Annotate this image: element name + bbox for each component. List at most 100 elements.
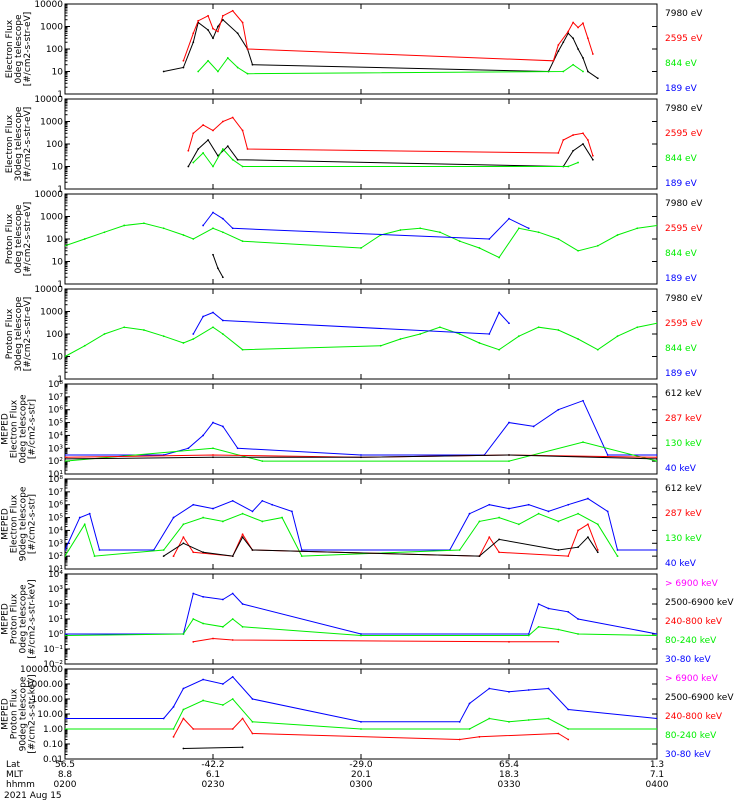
- series-group: [65, 311, 657, 358]
- data-point: [182, 523, 185, 526]
- data-point: [236, 158, 239, 161]
- y-axis-label: Electron Flux: [5, 114, 15, 173]
- legend-entry: 189 eV: [665, 274, 698, 284]
- y-tick-label: 1000: [40, 308, 63, 318]
- data-point: [231, 227, 234, 230]
- data-point: [527, 719, 530, 721]
- y-tick-label: 10⁶: [48, 501, 63, 511]
- series-group: [65, 675, 657, 750]
- series-group: [65, 399, 657, 463]
- x-row-label-hhmm: hhmm: [6, 780, 35, 790]
- data-point: [212, 421, 214, 424]
- y-axis-label: 30deg telescope: [14, 296, 24, 371]
- data-point: [192, 618, 195, 620]
- data-point: [65, 634, 66, 637]
- data-point: [241, 533, 244, 536]
- y-tick-label: 10³: [48, 539, 63, 549]
- data-point: [83, 344, 86, 347]
- legend-entry: 2500-6900 keV: [665, 598, 734, 608]
- data-point: [567, 728, 570, 730]
- series-line: [163, 18, 599, 79]
- data-point: [162, 717, 165, 720]
- data-point: [488, 238, 491, 240]
- data-point: [212, 165, 214, 168]
- data-point: [439, 326, 441, 329]
- y-tick-label: 10⁻¹: [43, 645, 63, 655]
- series-line: [65, 498, 657, 551]
- data-point: [532, 425, 535, 428]
- data-point: [562, 70, 565, 73]
- legend-entry: 612 keV: [665, 484, 702, 494]
- data-point: [123, 326, 126, 329]
- data-point: [636, 326, 639, 329]
- data-point: [192, 132, 195, 135]
- x-tick-label-hhmm: 0230: [202, 780, 225, 790]
- data-point: [591, 158, 594, 161]
- data-point: [537, 512, 540, 515]
- data-point: [577, 529, 579, 532]
- data-point: [656, 457, 657, 460]
- data-point: [231, 555, 234, 558]
- data-point: [562, 41, 565, 44]
- x-tick-label-lat: -29.0: [349, 760, 373, 770]
- data-point: [300, 549, 303, 551]
- legend-entry: 2500-6900 keV: [665, 693, 734, 703]
- data-point: [656, 454, 657, 456]
- legend-entry: 844 eV: [665, 154, 698, 164]
- series-line: [192, 148, 579, 168]
- y-axis-label: 90deg telescope: [19, 676, 29, 751]
- data-point: [577, 633, 579, 635]
- y-tick-label: 10³: [48, 585, 63, 595]
- legend-entry: 612 keV: [665, 389, 702, 399]
- y-axis-label: MEPED: [1, 508, 11, 540]
- y-tick-label: 10²: [48, 600, 63, 610]
- panel-2: 1 10 100 1000 10000 Electron Flux 30deg telesc…: [5, 95, 703, 195]
- y-axis-label: MEPED: [1, 603, 11, 635]
- data-point: [221, 120, 224, 123]
- y-tick-label: 10⁸: [48, 475, 63, 485]
- y-axis-label: [#/cm2-s-str-eV]: [23, 297, 33, 372]
- data-point: [187, 165, 190, 168]
- y-axis-label: Electron Flux: [10, 494, 20, 553]
- y-axis-label: [#/cm2-s-str-eV]: [23, 107, 33, 182]
- data-point: [656, 549, 657, 551]
- data-point: [360, 728, 362, 730]
- data-point: [508, 421, 510, 424]
- y-tick-label: 10²: [48, 457, 63, 467]
- y-tick-label: 10: [52, 163, 64, 173]
- data-point: [182, 234, 185, 236]
- data-point: [236, 66, 239, 69]
- data-point: [557, 152, 560, 154]
- series-line: [173, 523, 599, 557]
- legend-entry: 30-80 keV: [665, 655, 711, 665]
- legend-entry: 40 keV: [665, 559, 697, 569]
- data-point: [221, 148, 224, 150]
- data-point: [192, 238, 195, 240]
- x-tick-label-lat: 65.4: [499, 760, 519, 770]
- data-point: [182, 542, 185, 545]
- panel-frame: [64, 383, 658, 475]
- data-point: [577, 161, 579, 164]
- data-point: [508, 720, 510, 723]
- legend-entry: 80-240 keV: [665, 636, 717, 646]
- data-point: [557, 520, 560, 523]
- legend-entry: 130 keV: [665, 439, 702, 449]
- data-point: [246, 72, 249, 75]
- legend-entry: 240-800 keV: [665, 712, 723, 722]
- data-point: [202, 622, 205, 625]
- data-point: [360, 456, 362, 459]
- data-point: [251, 63, 254, 66]
- data-point: [498, 348, 501, 351]
- data-point: [202, 124, 205, 126]
- panel-frame: [64, 668, 658, 760]
- data-point: [172, 516, 175, 519]
- data-point: [212, 637, 214, 640]
- data-point: [596, 77, 599, 80]
- legend-entry: 2595 eV: [665, 34, 703, 44]
- data-point: [360, 247, 362, 249]
- y-axis-label: [#/cm2-s-str-eV]: [23, 12, 33, 87]
- data-point: [202, 152, 205, 154]
- data-point: [182, 717, 185, 720]
- data-point: [582, 143, 584, 145]
